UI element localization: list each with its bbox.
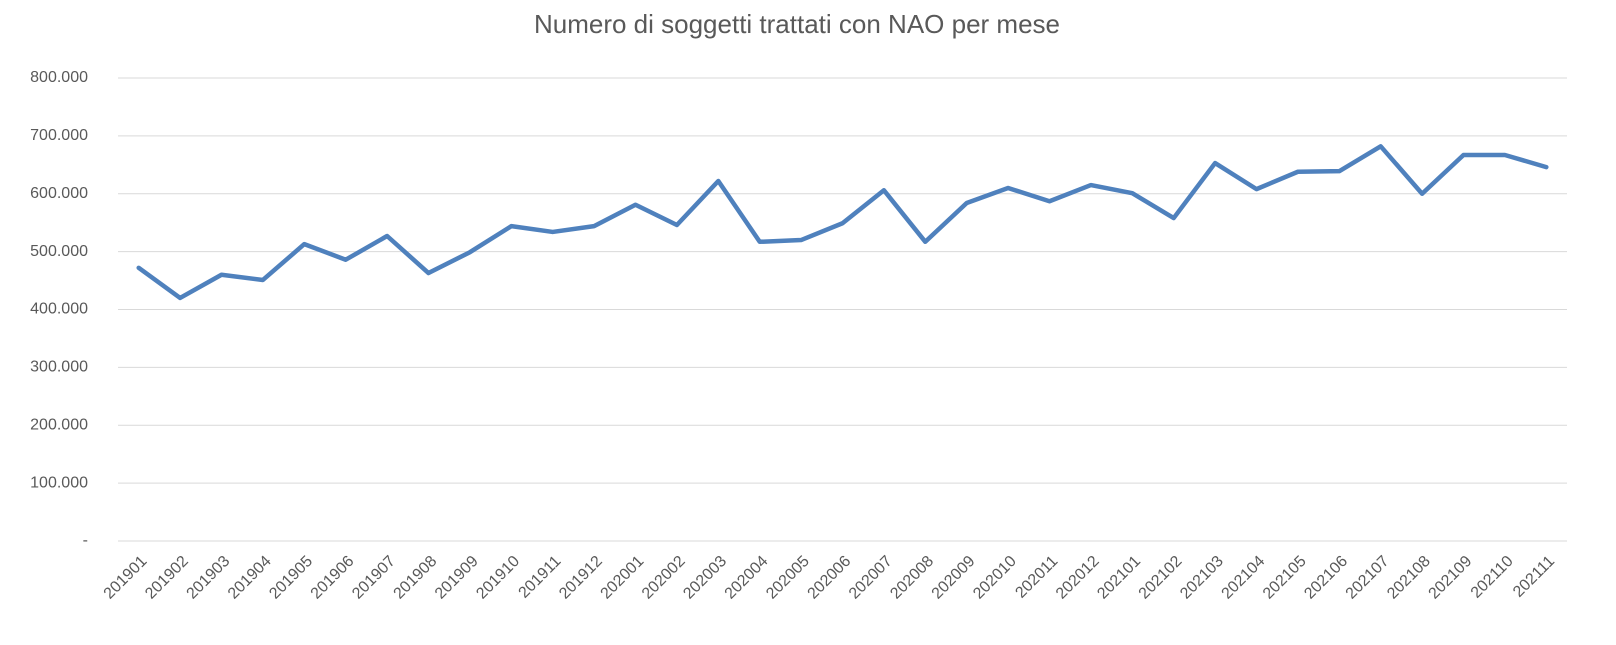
y-tick-label: 100.000 [30,474,88,491]
x-tick-label: 201908 [391,553,441,603]
x-tick-label: 202003 [680,553,730,603]
x-tick-label: 201904 [225,553,275,603]
x-tick-label: 201907 [349,553,399,603]
x-tick-label: 201903 [184,553,234,603]
chart-title: Numero di soggetti trattati con NAO per … [534,9,1060,39]
x-tick-label: 202011 [1012,553,1061,602]
x-tick-label: 202104 [1219,553,1269,603]
data-line [136,144,1549,301]
x-tick-label: 201911 [516,553,565,602]
x-tick-label: 202103 [1177,553,1227,603]
x-tick-label: 201912 [556,553,606,603]
y-tick-label: 500.000 [30,243,88,260]
x-tick-label: 202004 [722,553,772,603]
y-tick-label: 800.000 [30,69,88,86]
y-tick-label: 400.000 [30,301,88,318]
x-tick-label: 202106 [1301,553,1351,603]
x-tick-label: 202001 [598,553,648,603]
x-tick-label: 202105 [1260,553,1310,603]
x-tick-label: 202008 [887,553,937,603]
x-tick-label: 201901 [101,553,151,603]
x-tick-label: 202007 [846,553,896,603]
x-tick-label: 202012 [1053,553,1103,603]
x-tick-label: 202006 [805,553,855,603]
x-tick-label: 202009 [929,553,979,603]
x-tick-label: 202108 [1384,553,1434,603]
x-tick-label: 201910 [473,553,523,603]
x-tick-label: 201902 [142,553,192,603]
x-tick-label: 202109 [1426,553,1476,603]
x-tick-label: 202111 [1510,553,1558,601]
y-tick-label: 300.000 [30,359,88,376]
x-tick-label: 202002 [639,553,689,603]
x-tick-label: 202110 [1468,553,1517,602]
y-tick-label: 600.000 [30,185,88,202]
x-tick-label: 202010 [970,553,1020,603]
x-tick-label: 201909 [432,553,482,603]
x-tick-label: 202102 [1136,553,1186,603]
x-tick-label: 202005 [763,553,813,603]
y-tick-label: 200.000 [30,416,88,433]
x-tick-label: 202101 [1094,553,1144,603]
x-tick-label: 201905 [266,553,316,603]
y-tick-label: 700.000 [30,127,88,144]
y-tick-label: - [83,532,88,549]
x-tick-label: 202107 [1343,553,1393,603]
x-tick-label: 201906 [308,553,358,603]
